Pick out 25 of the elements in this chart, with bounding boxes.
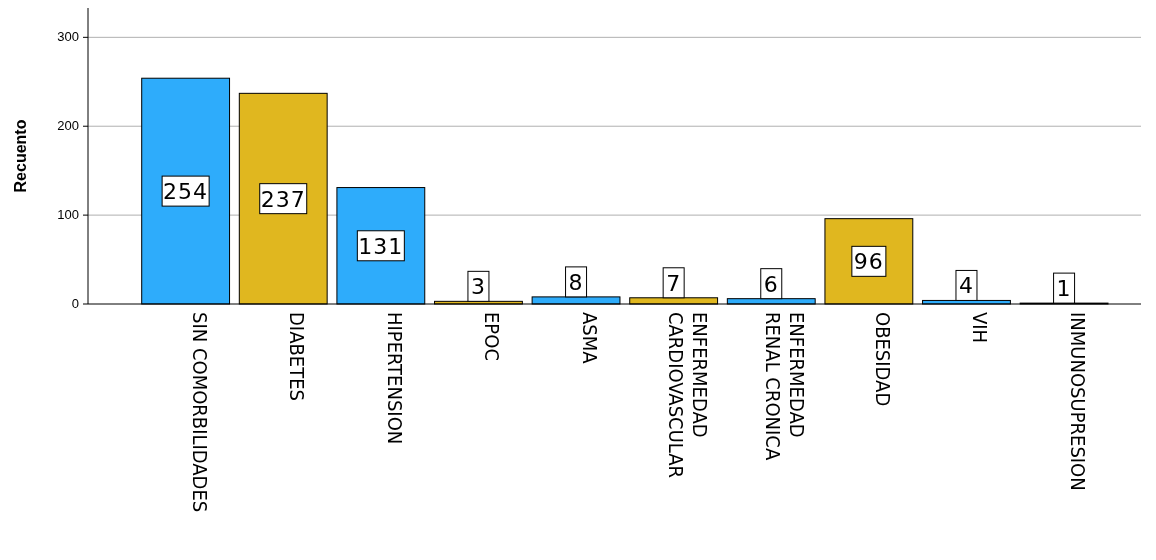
data-label: 8 xyxy=(568,269,584,295)
data-label: 254 xyxy=(163,179,209,205)
x-tick-label: DIABETES xyxy=(285,312,310,401)
data-label: 237 xyxy=(260,186,306,212)
data-label: 6 xyxy=(763,271,779,297)
y-tick-label: 300 xyxy=(57,29,79,45)
data-label: 96 xyxy=(853,249,884,275)
data-label: 4 xyxy=(958,273,974,299)
y-axis-title: Recuento xyxy=(12,119,29,193)
y-tick-label: 0 xyxy=(71,296,79,311)
x-tick-label: HIPERTENSION xyxy=(382,312,407,445)
y-tick-label: 200 xyxy=(57,118,79,134)
x-tick-label: INMUNOSUPRESION xyxy=(1066,312,1091,491)
x-tick-label: EPOC xyxy=(480,312,505,361)
x-tick-label: OBESIDAD xyxy=(870,312,895,407)
data-label: 131 xyxy=(358,233,404,259)
x-tick-label: SIN COMORBILIDADES xyxy=(187,312,212,513)
x-tick-label: ASMA xyxy=(578,312,603,365)
data-label: 3 xyxy=(470,274,486,300)
data-label: 1 xyxy=(1056,276,1072,302)
x-tick-label: VIH xyxy=(968,312,993,344)
x-tick-label: ENFERMEDAD RENAL CRONICA xyxy=(761,312,810,461)
x-tick-label: ENFERMEDAD CARDIOVASCULAR xyxy=(663,312,712,479)
y-tick-label: 100 xyxy=(57,207,79,223)
data-label: 7 xyxy=(666,270,682,296)
